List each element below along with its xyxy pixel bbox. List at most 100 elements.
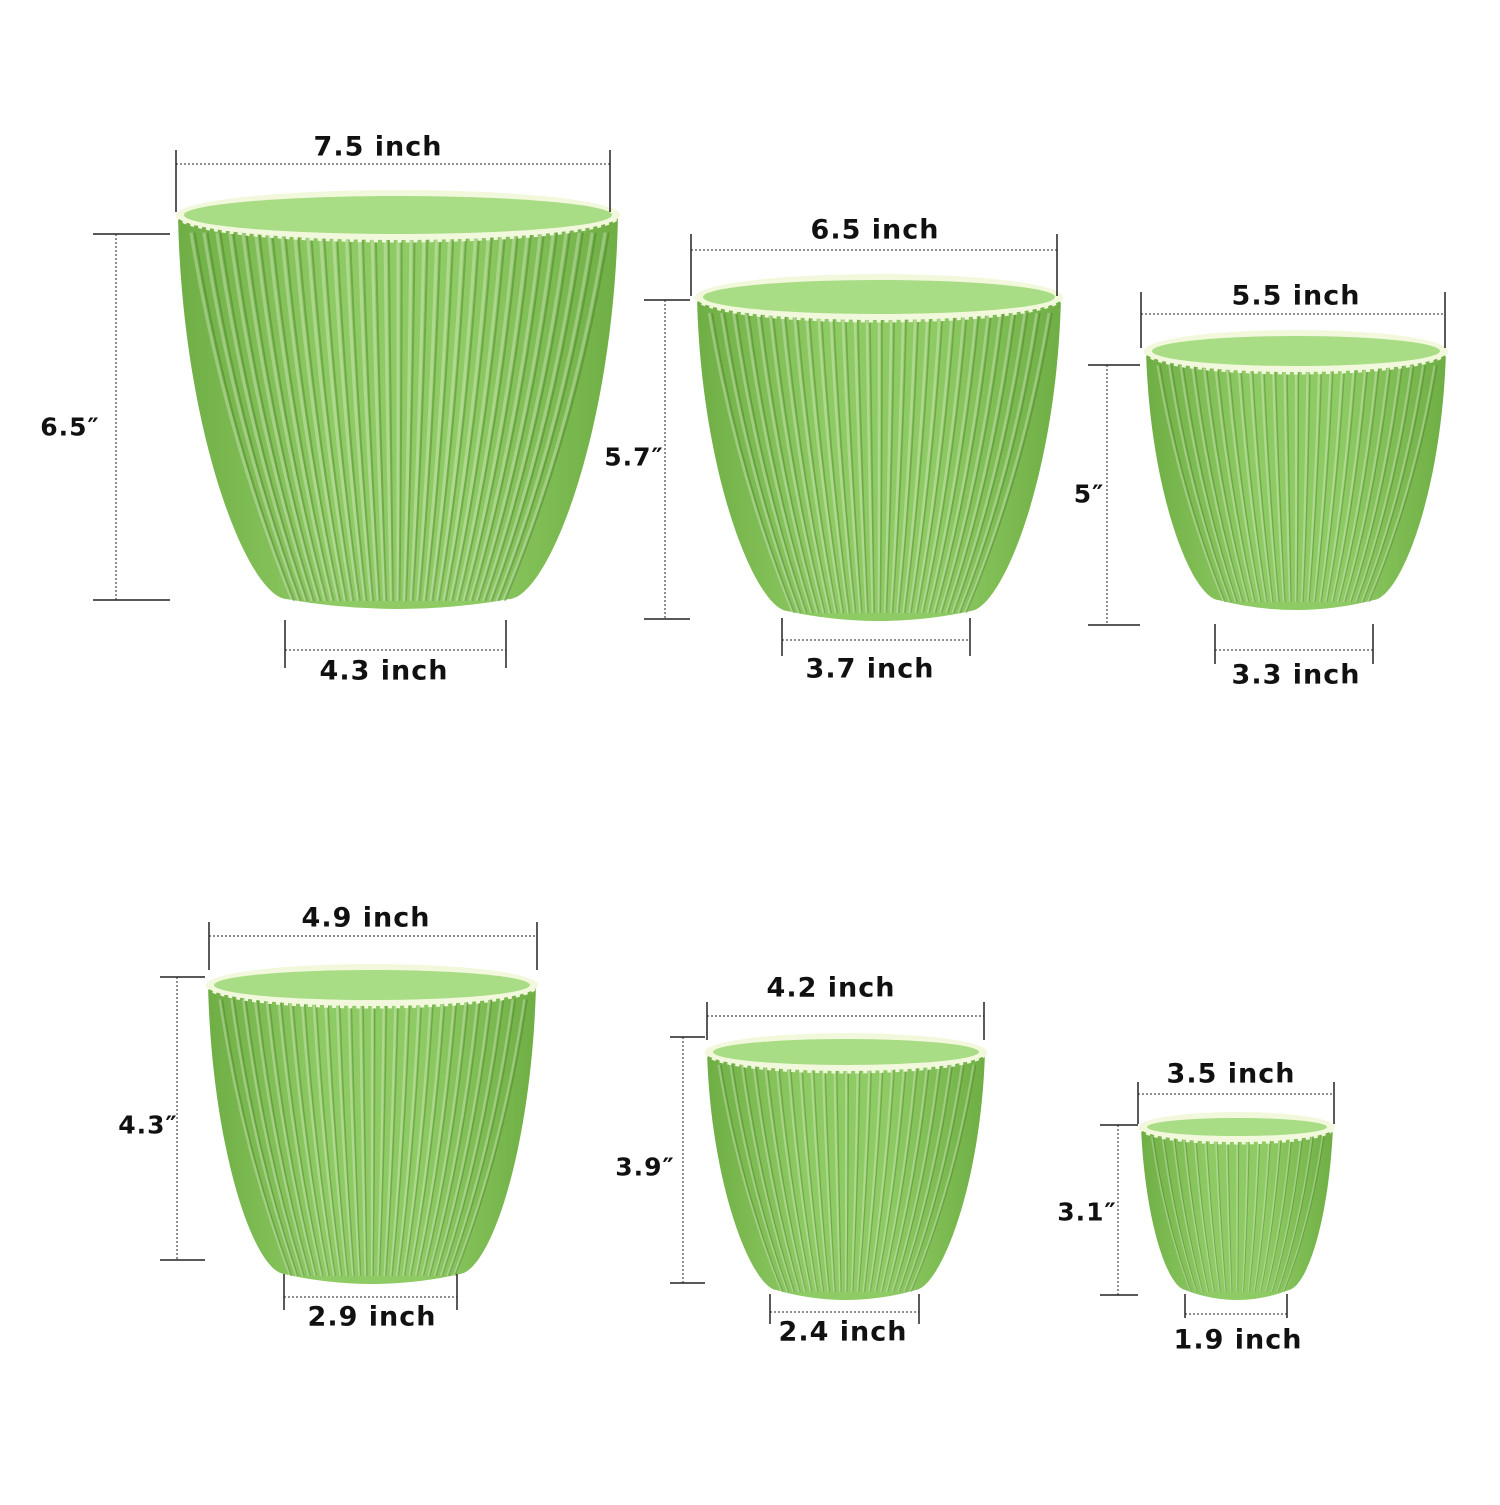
pot-flute-shadow xyxy=(348,232,375,602)
pot-1-top-diameter: 7.5 inch xyxy=(313,131,443,163)
pot-flute xyxy=(433,999,491,1277)
pot-flute-shadow xyxy=(898,1064,954,1293)
pot-flute-shadow xyxy=(327,999,349,1277)
pot-flute-shadow xyxy=(1260,1136,1282,1293)
pot-flute-shadow xyxy=(303,999,337,1277)
pot-flute xyxy=(862,1064,882,1293)
pot-flute-shadow xyxy=(451,232,507,602)
pot-flute-shadow xyxy=(1296,365,1300,603)
pot-flute-shadow xyxy=(1344,365,1392,603)
pot-flute xyxy=(347,999,361,1277)
pot-flute-shadow xyxy=(418,232,442,602)
pot-flute-shadow xyxy=(232,232,315,602)
pot-flute-shadow xyxy=(484,232,571,602)
pot-flute-shadow xyxy=(1362,365,1427,603)
pot-flute-shadow xyxy=(1308,365,1323,603)
pot-flute-shadow xyxy=(387,232,394,602)
pot-flute xyxy=(891,1064,940,1293)
pot-flute xyxy=(897,1064,952,1293)
pot-4 xyxy=(205,964,539,1284)
pot-flute-shadow xyxy=(454,999,528,1277)
pot-5 xyxy=(704,1033,988,1300)
pot-flute xyxy=(833,1064,842,1293)
pot-flute-shadow xyxy=(447,999,517,1277)
pot-body xyxy=(1141,1127,1333,1300)
pot-flute-shadow xyxy=(297,232,348,602)
pot-flute xyxy=(312,999,342,1277)
pot-flute xyxy=(215,232,308,602)
pot-rim-scallop xyxy=(1143,350,1449,375)
pot-flute xyxy=(1150,1136,1192,1293)
pot-flute-shadow xyxy=(1195,1136,1216,1293)
pot-2-height: 5.7″ xyxy=(604,442,664,472)
pot-flute-shadow xyxy=(391,999,411,1277)
pot-flute-shadow xyxy=(1182,365,1238,603)
pot-flute-shadow xyxy=(1356,365,1415,603)
pot-flute-shadow xyxy=(315,999,343,1277)
pot-1 xyxy=(175,190,621,609)
pot-flute-shadow xyxy=(832,312,857,614)
pot-flute xyxy=(218,999,292,1277)
pot-2-bottom-diameter: 3.7 inch xyxy=(805,653,935,685)
pot-flute xyxy=(1204,1136,1221,1293)
pot-flute xyxy=(732,312,807,614)
pot-flute xyxy=(1276,1136,1313,1293)
pot-flute xyxy=(323,999,349,1277)
pot-opening xyxy=(713,1039,979,1065)
pot-flute-shadow xyxy=(959,312,1041,614)
pot-flute xyxy=(440,999,503,1277)
pot-body xyxy=(208,985,536,1284)
pot-flute-shadow xyxy=(431,232,468,602)
pot-3-dimension-lines xyxy=(1088,292,1446,664)
pot-flute-shadow xyxy=(470,232,546,602)
pot-flute xyxy=(1168,365,1232,603)
pot-body xyxy=(697,297,1061,621)
pot-flute xyxy=(475,232,555,602)
pot-flute-shadow xyxy=(490,232,584,602)
pot-flute xyxy=(442,232,491,602)
pot-flute-shadow xyxy=(965,312,1053,614)
pot-flute-shadow xyxy=(747,312,814,614)
pot-flute xyxy=(331,232,367,602)
pot-flute-shadow xyxy=(897,312,920,614)
pot-flute-shadow xyxy=(1274,365,1286,603)
pot-flute-shadow xyxy=(422,999,470,1277)
pot-flute-shadow xyxy=(416,999,458,1277)
pot-flute xyxy=(435,232,478,602)
pot-flute-shadow xyxy=(869,1064,896,1293)
pot-flute-shadow xyxy=(723,312,802,614)
pot-flute xyxy=(370,232,387,602)
pot-flute-shadow xyxy=(778,1064,813,1293)
pot-flute xyxy=(719,312,801,614)
pot-flute-shadow xyxy=(372,999,376,1277)
pot-flute xyxy=(335,999,355,1277)
pot-rim-scallop xyxy=(694,296,1064,323)
pot-flute-shadow xyxy=(221,999,293,1277)
pot-4-height: 4.3″ xyxy=(118,1110,178,1140)
pot-flute xyxy=(288,999,330,1277)
pot-flute xyxy=(383,999,397,1277)
pot-2-top-diameter: 6.5 inch xyxy=(810,214,940,246)
pot-flute xyxy=(189,232,295,602)
pot-flute-shadow xyxy=(464,232,533,602)
pot-rim-scallop xyxy=(205,984,539,1009)
pot-flute xyxy=(810,1064,830,1293)
pot-flute xyxy=(1214,1136,1227,1293)
pot-flute xyxy=(951,312,1026,614)
pot-flute xyxy=(1237,365,1268,603)
pot-flute xyxy=(1271,365,1286,603)
pot-flute-shadow xyxy=(720,1064,784,1293)
pot-flute-shadow xyxy=(457,232,520,602)
pot-flute xyxy=(740,1064,795,1293)
pot-flute-shadow xyxy=(384,999,399,1277)
pot-flute-shadow xyxy=(206,232,302,602)
pot-flute xyxy=(377,999,385,1277)
pot-flute-shadow xyxy=(801,1064,825,1293)
pot-rim-scallop xyxy=(704,1051,988,1074)
pot-flute xyxy=(804,312,844,614)
pot-flute-shadow xyxy=(378,999,388,1277)
pot-flute-shadow xyxy=(922,312,968,614)
pot-flute xyxy=(455,232,517,602)
